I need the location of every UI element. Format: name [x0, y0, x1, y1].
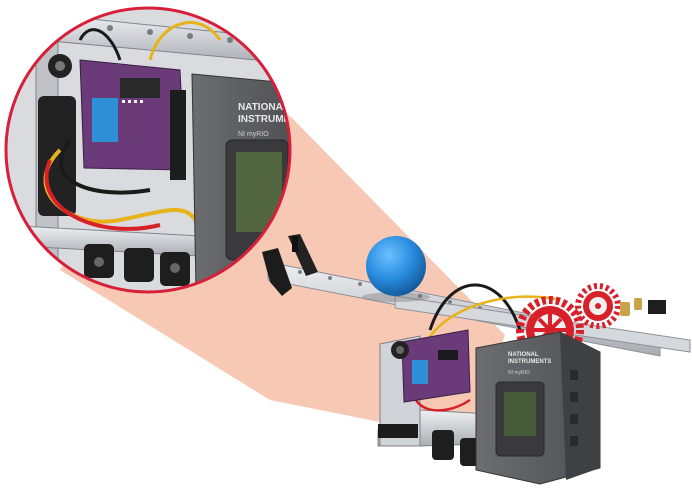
gripper-bracket-left: [262, 248, 292, 296]
inset-brand-line2: INSTRUMENTS: [238, 114, 311, 125]
robot-chassis: NATIONAL INSTRUMENTS NI myRIO: [262, 234, 691, 485]
inset-brand-line1: NATIONAL: [238, 102, 289, 113]
blue-ball: [366, 236, 426, 296]
wire-black: [428, 283, 522, 331]
motor: [432, 430, 454, 460]
brand-label-line2: INSTRUMENTS: [508, 359, 551, 365]
inset-model-label: NI myRIO: [238, 131, 269, 138]
controller-box: NATIONAL INSTRUMENTS NI myRIO: [475, 331, 601, 485]
brand-label-line1: NATIONAL: [508, 352, 539, 358]
model-label: NI myRIO: [508, 370, 530, 376]
inset-ring: [4, 6, 292, 294]
gear-small: [575, 283, 621, 329]
